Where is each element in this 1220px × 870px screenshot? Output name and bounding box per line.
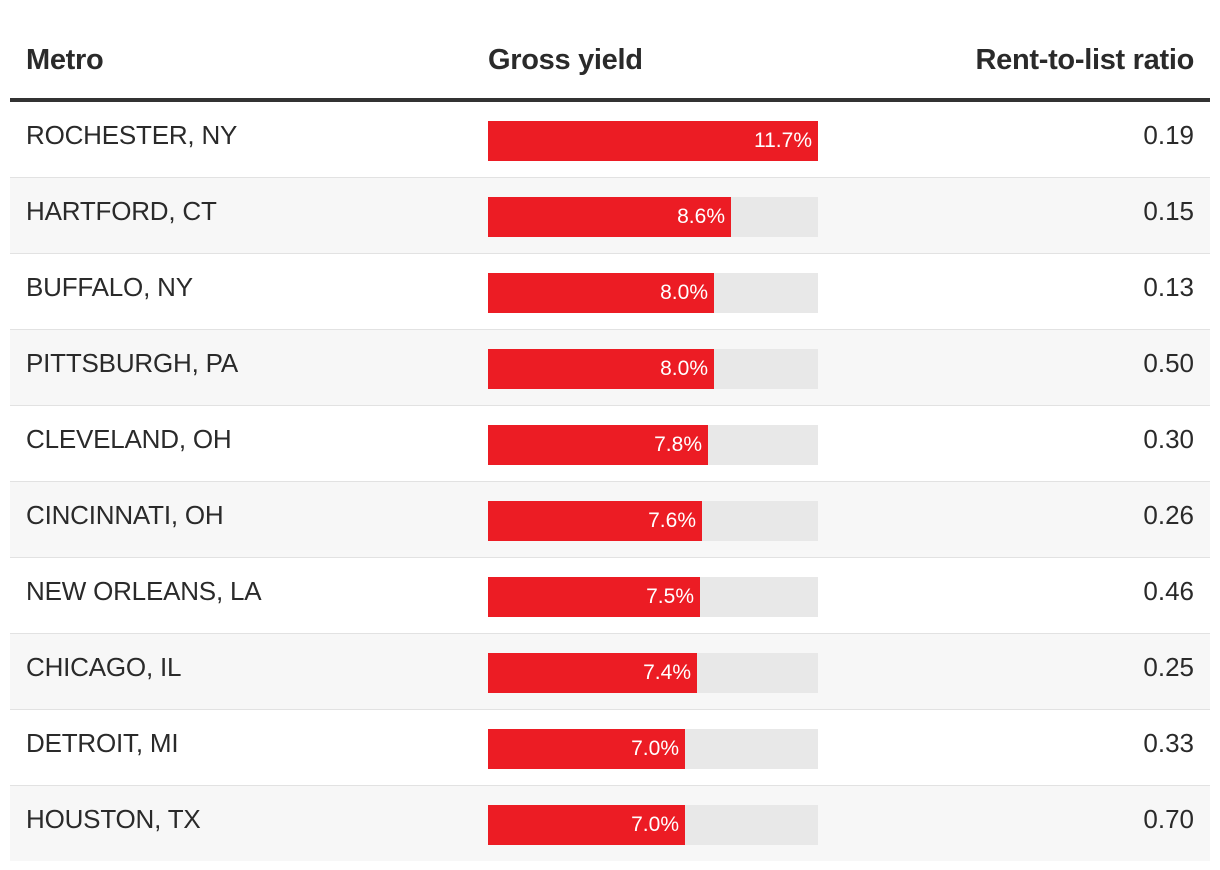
table-row: CINCINNATI, OH 7.6% 0.26 [10,482,1210,558]
metro-cell: DETROIT, MI [26,728,179,758]
table-row: ROCHESTER, NY 11.7% 0.19 [10,102,1210,178]
table-body: ROCHESTER, NY 11.7% 0.19 HARTFORD, CT 8.6% 0.… [10,102,1210,861]
rent-to-list-ratio-cell: 0.26 [1143,500,1194,530]
gross-yield-bar-track: 8.6% [488,197,818,237]
gross-yield-bar: 8.0% [488,273,714,313]
gross-yield-bar-track: 8.0% [488,349,818,389]
metro-cell: HOUSTON, TX [26,804,201,834]
gross-yield-bar-track: 7.5% [488,577,818,617]
metro-cell: CINCINNATI, OH [26,500,224,530]
table-row: BUFFALO, NY 8.0% 0.13 [10,254,1210,330]
rent-to-list-ratio-cell: 0.30 [1143,424,1194,454]
gross-yield-label: 8.0% [660,357,708,380]
rent-to-list-ratio-cell: 0.19 [1143,120,1194,150]
rent-to-list-ratio-cell: 0.33 [1143,728,1194,758]
metro-cell: CHICAGO, IL [26,652,182,682]
gross-yield-label: 7.0% [631,737,679,760]
column-header-rent-to-list-ratio: Rent-to-list ratio [975,44,1194,76]
metro-cell: BUFFALO, NY [26,272,193,302]
gross-yield-bar-track: 7.4% [488,653,818,693]
gross-yield-label: 7.6% [648,509,696,532]
gross-yield-label: 8.6% [677,205,725,228]
table-row: CLEVELAND, OH 7.8% 0.30 [10,406,1210,482]
gross-yield-bar: 7.8% [488,425,708,465]
table-row: HOUSTON, TX 7.0% 0.70 [10,786,1210,861]
rent-to-list-ratio-cell: 0.70 [1143,804,1194,834]
table-header: Metro Gross yield Rent-to-list ratio [10,20,1210,102]
metro-cell: HARTFORD, CT [26,196,217,226]
gross-yield-bar-track: 7.8% [488,425,818,465]
rent-to-list-ratio-cell: 0.15 [1143,196,1194,226]
gross-yield-label: 11.7% [754,129,812,152]
rent-to-list-ratio-cell: 0.46 [1143,576,1194,606]
table-row: CHICAGO, IL 7.4% 0.25 [10,634,1210,710]
gross-yield-label: 7.4% [643,661,691,684]
gross-yield-label: 8.0% [660,281,708,304]
gross-yield-label: 7.8% [654,433,702,456]
column-header-metro: Metro [26,44,104,76]
gross-yield-bar-track: 7.0% [488,729,818,769]
gross-yield-bar: 8.0% [488,349,714,389]
metro-cell: ROCHESTER, NY [26,120,238,150]
yield-table: Metro Gross yield Rent-to-list ratio ROC… [10,20,1210,861]
gross-yield-bar-track: 11.7% [488,121,818,161]
table-row: DETROIT, MI 7.0% 0.33 [10,710,1210,786]
gross-yield-bar: 7.6% [488,501,702,541]
rent-to-list-ratio-cell: 0.25 [1143,652,1194,682]
table-row: NEW ORLEANS, LA 7.5% 0.46 [10,558,1210,634]
table-row: PITTSBURGH, PA 8.0% 0.50 [10,330,1210,406]
column-header-gross-yield: Gross yield [488,44,643,76]
gross-yield-bar-track: 7.6% [488,501,818,541]
gross-yield-bar: 11.7% [488,121,818,161]
gross-yield-bar: 7.5% [488,577,700,617]
gross-yield-bar-track: 8.0% [488,273,818,313]
gross-yield-bar-track: 7.0% [488,805,818,845]
table-row: HARTFORD, CT 8.6% 0.15 [10,178,1210,254]
gross-yield-bar: 7.4% [488,653,697,693]
metro-cell: PITTSBURGH, PA [26,348,238,378]
gross-yield-bar: 7.0% [488,729,685,769]
gross-yield-bar: 8.6% [488,197,731,237]
metro-cell: CLEVELAND, OH [26,424,232,454]
gross-yield-label: 7.0% [631,813,679,836]
gross-yield-bar: 7.0% [488,805,685,845]
metro-cell: NEW ORLEANS, LA [26,576,262,606]
rent-to-list-ratio-cell: 0.13 [1143,272,1194,302]
rent-to-list-ratio-cell: 0.50 [1143,348,1194,378]
gross-yield-label: 7.5% [646,585,694,608]
